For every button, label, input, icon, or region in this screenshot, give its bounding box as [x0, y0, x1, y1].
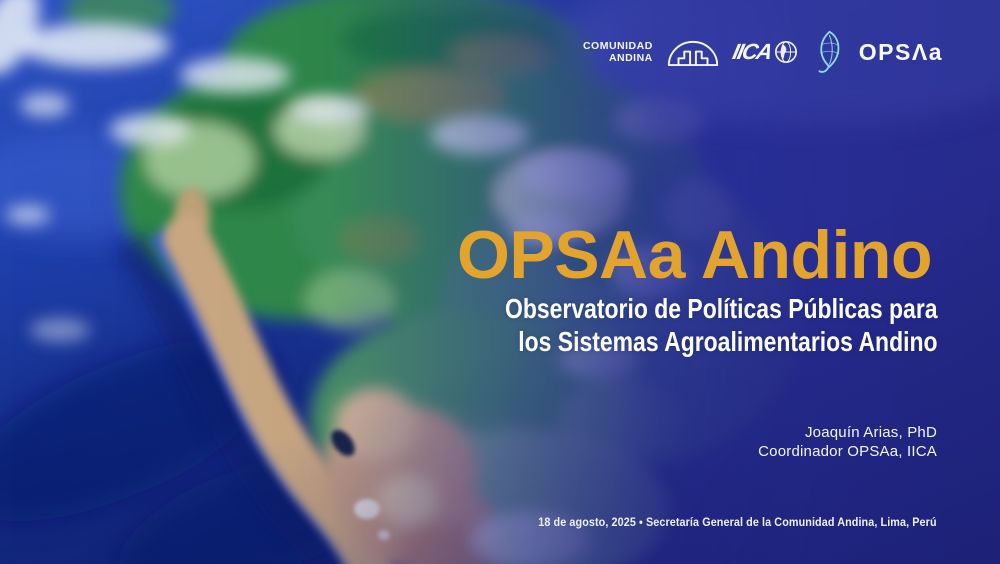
page-title: OPSAa Andino [456, 217, 933, 293]
comunidad-andina-wordmark: COMUNIDAD ANDINA [583, 40, 653, 65]
logo-bar: COMUNIDAD ANDINA IICA [583, 30, 943, 74]
footer-text: 18 de agosto, 2025 • Secretaría General … [538, 515, 937, 529]
andean-arch-icon [667, 40, 718, 66]
iica-logo: IICA [730, 39, 798, 65]
comunidad-andina-line1: COMUNIDAD [582, 39, 653, 52]
author-role: Coordinador OPSAa, IICA [758, 442, 937, 460]
comunidad-andina-line2: ANDINA [608, 52, 653, 64]
subtitle: Observatorio de Políticas Públicas para … [505, 292, 938, 358]
leaf-globe-icon [818, 30, 840, 73]
author-block: Joaquín Arias, PhD Coordinador OPSAa, II… [758, 424, 937, 461]
opsaa-wordmark: OPSΛa [858, 38, 943, 65]
subtitle-line1: Observatorio de Políticas Públicas para [505, 293, 938, 324]
subtitle-line2: los Sistemas Agroalimentarios Andino [518, 326, 938, 357]
iica-wordmark: IICA [730, 39, 774, 64]
author-name: Joaquín Arias, PhD [804, 424, 937, 441]
globe-americas-icon [774, 41, 797, 63]
